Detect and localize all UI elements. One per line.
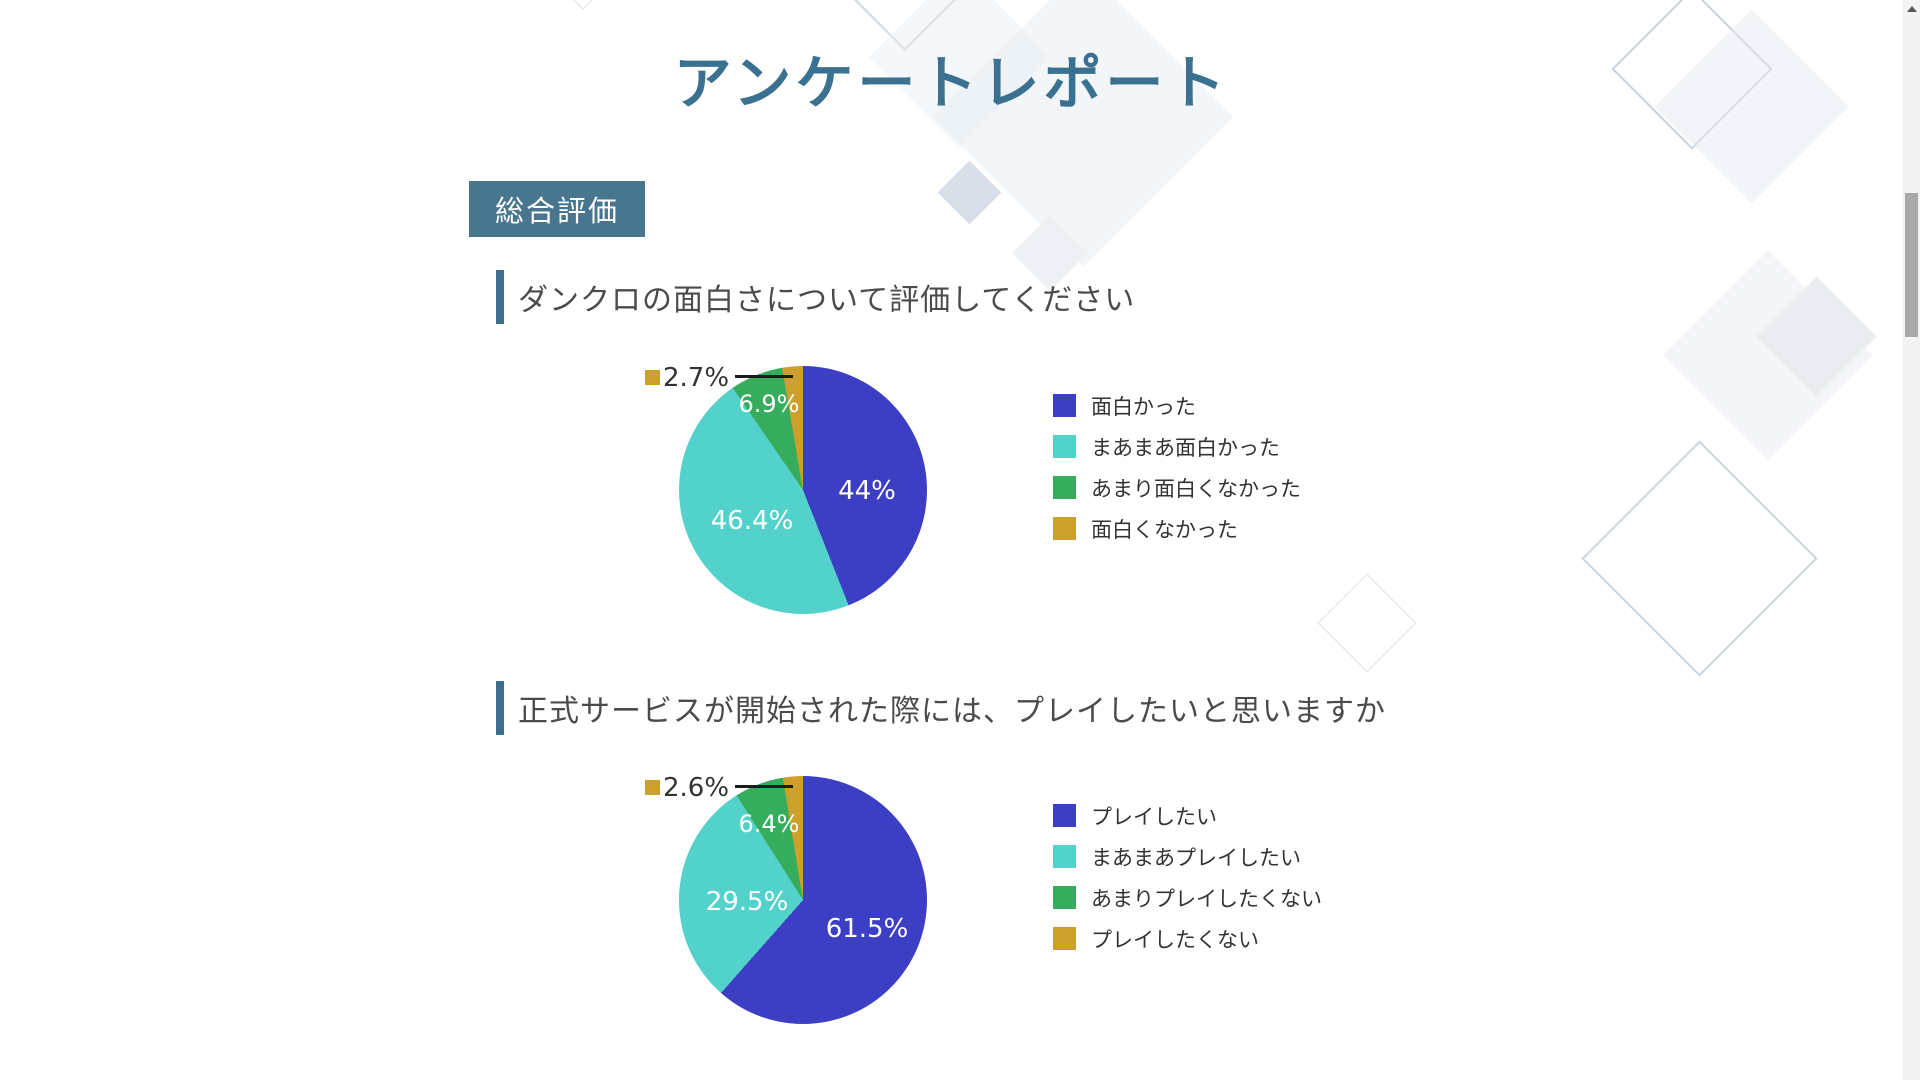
legend-swatch-icon xyxy=(1053,476,1076,499)
pie2-slice-label-0: 61.5% xyxy=(825,914,909,944)
legend-label: 面白かった xyxy=(1091,394,1196,419)
legend-swatch-icon xyxy=(1053,517,1076,540)
legend-label: あまりプレイしたくない xyxy=(1091,886,1322,911)
question-text-2: 正式サービスが開始された際には、プレイしたいと思いますか xyxy=(518,694,1386,729)
legend-label: プレイしたい xyxy=(1091,804,1217,829)
legend-label: あまり面白くなかった xyxy=(1091,476,1301,501)
pie1-legend: 面白かった まあまあ面白かった あまり面白くなかった 面白くなかった xyxy=(1053,385,1301,549)
pie-chart-2 xyxy=(679,776,927,1024)
pie2-callout-label: 2.6% xyxy=(663,773,730,803)
legend-swatch-icon xyxy=(1053,845,1076,868)
pie2-legend: プレイしたい まあまあプレイしたい あまりプレイしたくない プレイしたくない xyxy=(1053,795,1322,959)
question-heading-1: ダンクロの面白さについて評価してください xyxy=(496,270,1135,324)
pie1-slice-label-2: 6.9% xyxy=(738,390,800,418)
legend-swatch-icon xyxy=(1053,435,1076,458)
legend-label: まあまあプレイしたい xyxy=(1091,845,1301,870)
legend-item: あまりプレイしたくない xyxy=(1053,877,1322,918)
legend-swatch-icon xyxy=(1053,927,1076,950)
legend-label: まあまあ面白かった xyxy=(1091,435,1280,460)
heading-accent-bar xyxy=(496,681,504,735)
legend-item: あまり面白くなかった xyxy=(1053,467,1301,508)
scrollbar xyxy=(1903,0,1920,1080)
legend-swatch-icon xyxy=(1053,804,1076,827)
pie2-callout-line xyxy=(735,785,793,788)
legend-label: 面白くなかった xyxy=(1091,517,1238,542)
legend-item: プレイしたい xyxy=(1053,795,1322,836)
pie2-callout-swatch xyxy=(645,780,660,795)
pie1-callout-swatch xyxy=(645,370,660,385)
pie1-callout-line xyxy=(735,375,793,378)
scroll-up-button[interactable] xyxy=(1903,0,1920,18)
legend-swatch-icon xyxy=(1053,394,1076,417)
page-title: アンケートレポート xyxy=(673,49,1230,117)
pie2-slice-label-2: 6.4% xyxy=(738,810,800,838)
legend-item: まあまあ面白かった xyxy=(1053,426,1301,467)
pie2-slice-label-1: 29.5% xyxy=(705,887,789,917)
legend-item: 面白かった xyxy=(1053,385,1301,426)
question-heading-2: 正式サービスが開始された際には、プレイしたいと思いますか xyxy=(496,681,1386,735)
pie-chart-1 xyxy=(679,366,927,614)
pie1-slice-label-0: 44% xyxy=(838,476,896,506)
scroll-up-arrow-icon xyxy=(1906,6,1917,12)
pie1-slice-label-1: 46.4% xyxy=(710,506,794,536)
legend-swatch-icon xyxy=(1053,886,1076,909)
pie1-callout-label: 2.7% xyxy=(663,363,730,393)
legend-label: プレイしたくない xyxy=(1091,927,1259,952)
legend-item: プレイしたくない xyxy=(1053,918,1322,959)
section-badge: 総合評価 xyxy=(469,181,646,237)
question-text-1: ダンクロの面白さについて評価してください xyxy=(518,283,1136,318)
legend-item: まあまあプレイしたい xyxy=(1053,836,1322,877)
heading-accent-bar xyxy=(496,270,504,324)
scrollbar-thumb[interactable] xyxy=(1905,193,1918,337)
legend-item: 面白くなかった xyxy=(1053,508,1301,549)
